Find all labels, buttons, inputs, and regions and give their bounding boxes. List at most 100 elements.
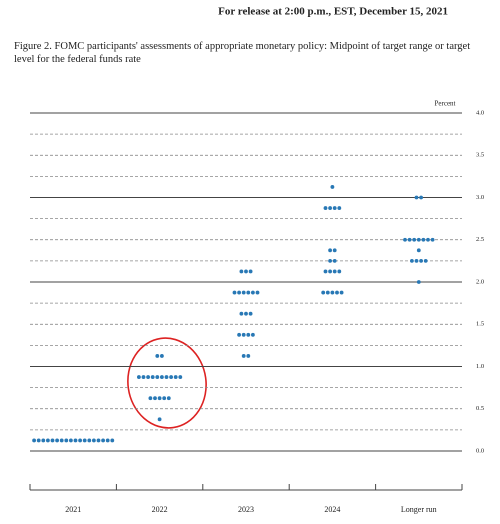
dot	[137, 375, 141, 379]
dot	[246, 332, 251, 337]
dot	[237, 290, 242, 295]
dot	[157, 396, 162, 401]
dot	[248, 311, 253, 316]
dot	[426, 237, 430, 242]
dot	[155, 375, 160, 379]
y-axis-label: Percent	[435, 100, 456, 108]
dot	[251, 332, 255, 337]
caption-box: Figure 2. FOMC participants' assessments…	[14, 41, 471, 65]
dot	[69, 438, 73, 443]
dot	[416, 237, 421, 242]
dot	[328, 258, 332, 263]
dot	[325, 290, 330, 295]
dot	[403, 237, 407, 242]
dot	[141, 375, 146, 379]
y-tick-label: 4.0	[476, 109, 484, 116]
dot	[153, 396, 157, 401]
dot	[157, 417, 162, 422]
y-tick-label: 3.5	[476, 152, 484, 159]
dot	[82, 438, 87, 443]
release-note: For release at 2:00 p.m., EST, December …	[218, 6, 448, 18]
y-tick-label: 1.0	[476, 363, 484, 370]
dot	[255, 290, 260, 295]
dot	[328, 206, 332, 210]
dot	[328, 269, 332, 274]
dot	[96, 438, 101, 443]
y-tick-label: 2.0	[476, 278, 484, 285]
dot	[321, 290, 326, 295]
dot	[239, 311, 244, 316]
x-tick-label: Longer run	[401, 505, 437, 514]
chart-title: Figure 2. FOMC participants' assessments…	[14, 41, 471, 65]
dot	[169, 375, 174, 379]
dot	[32, 438, 36, 443]
dot	[330, 290, 335, 295]
dot	[332, 248, 337, 253]
dot	[166, 396, 171, 401]
dot	[146, 375, 151, 379]
dot	[110, 438, 115, 443]
x-tick-label: 2021	[65, 505, 81, 514]
x-tick-label: 2023	[238, 505, 254, 514]
dot	[251, 290, 255, 295]
dot	[64, 438, 69, 443]
dot	[337, 269, 342, 274]
dot	[244, 311, 248, 316]
dot	[416, 248, 421, 253]
dot	[241, 354, 246, 358]
x-tick-label: 2024	[324, 505, 340, 514]
y-tick-label: 1.5	[476, 321, 484, 328]
dot	[337, 206, 342, 210]
dot	[78, 438, 82, 443]
dot	[332, 258, 337, 263]
y-tick-label: 3.0	[476, 194, 484, 201]
dot	[241, 290, 246, 295]
dot	[421, 237, 426, 242]
dot	[323, 269, 328, 274]
dot	[412, 237, 417, 242]
dot	[241, 332, 246, 337]
dot	[414, 195, 419, 200]
dot	[164, 375, 169, 379]
dot	[73, 438, 78, 443]
dot	[160, 354, 164, 358]
dot	[232, 290, 237, 295]
dot	[423, 258, 428, 263]
dot	[330, 185, 335, 189]
dot	[407, 237, 412, 242]
dot	[328, 248, 332, 253]
dot	[416, 280, 421, 284]
y-tick-label: 2.5	[476, 236, 484, 243]
dot	[323, 206, 328, 210]
dot	[339, 290, 344, 295]
dot	[237, 332, 242, 337]
dot	[335, 290, 339, 295]
dot	[248, 269, 253, 274]
dot	[101, 438, 105, 443]
dot	[160, 375, 164, 379]
dot	[55, 438, 59, 443]
dot	[244, 269, 248, 274]
dot	[105, 438, 110, 443]
dot	[50, 438, 55, 443]
dot	[246, 290, 251, 295]
dot	[148, 396, 153, 401]
y-tick-label: 0.5	[476, 405, 484, 412]
dot	[419, 195, 423, 200]
dot	[430, 237, 435, 242]
dot	[419, 258, 423, 263]
dot	[239, 269, 244, 274]
dot	[246, 354, 251, 358]
dot	[414, 258, 419, 263]
dot	[41, 438, 46, 443]
dot	[332, 269, 337, 274]
dot	[59, 438, 64, 443]
dot	[36, 438, 41, 443]
dot	[150, 375, 155, 379]
x-tick-label: 2022	[152, 505, 168, 514]
dot	[46, 438, 50, 443]
dot	[178, 375, 183, 379]
dot	[87, 438, 92, 443]
dot	[332, 206, 337, 210]
